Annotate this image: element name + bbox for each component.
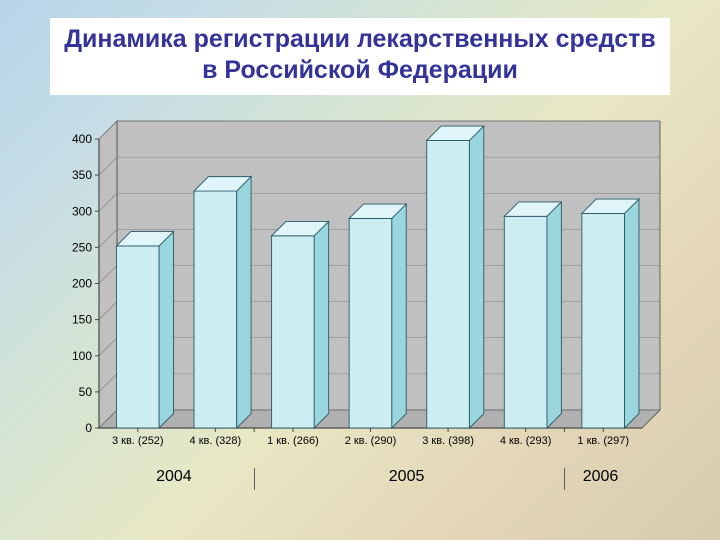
x-tick-label: 4 кв. (328) — [189, 435, 241, 447]
x-tick-label: 3 кв. (252) — [111, 435, 163, 447]
year-divider — [564, 468, 565, 490]
year-label: 2004 — [156, 468, 192, 486]
bar — [426, 140, 469, 428]
y-tick-label: 100 — [71, 348, 91, 362]
x-tick-label: 2 кв. (290) — [344, 435, 396, 447]
bar — [116, 245, 159, 427]
bar — [194, 191, 237, 428]
y-tick-label: 50 — [78, 384, 92, 398]
chart-title: Динамика регистрации лекарственных средс… — [60, 24, 660, 87]
year-divider — [254, 468, 255, 490]
x-tick-label: 1 кв. (266) — [267, 435, 319, 447]
y-tick-label: 400 — [71, 132, 91, 146]
x-tick-label: 1 кв. (297) — [577, 435, 629, 447]
bar — [349, 218, 392, 428]
chart-svg: 0 50 100 150 200 250 300 350 400 3 кв. (252) 4 кв.… — [53, 113, 668, 458]
y-tick-label: 250 — [71, 240, 91, 254]
y-tick-label: 350 — [71, 168, 91, 182]
year-axis: 2004 2005 2006 — [0, 468, 720, 498]
x-tick-label: 4 кв. (293) — [499, 435, 551, 447]
year-label: 2006 — [583, 468, 619, 486]
bar — [581, 213, 624, 428]
year-label: 2005 — [389, 468, 425, 486]
x-tick-label: 3 кв. (398) — [422, 435, 474, 447]
y-tick-label: 300 — [71, 204, 91, 218]
bar — [504, 216, 547, 428]
bar — [271, 235, 314, 427]
y-tick-label: 0 — [85, 421, 92, 435]
title-container: Динамика регистрации лекарственных средс… — [50, 18, 670, 95]
y-tick-label: 200 — [71, 276, 91, 290]
slide: Динамика регистрации лекарственных средс… — [0, 0, 720, 540]
y-tick-label: 150 — [71, 312, 91, 326]
bar-chart-3d: 0 50 100 150 200 250 300 350 400 3 кв. (252) 4 кв.… — [53, 113, 668, 458]
